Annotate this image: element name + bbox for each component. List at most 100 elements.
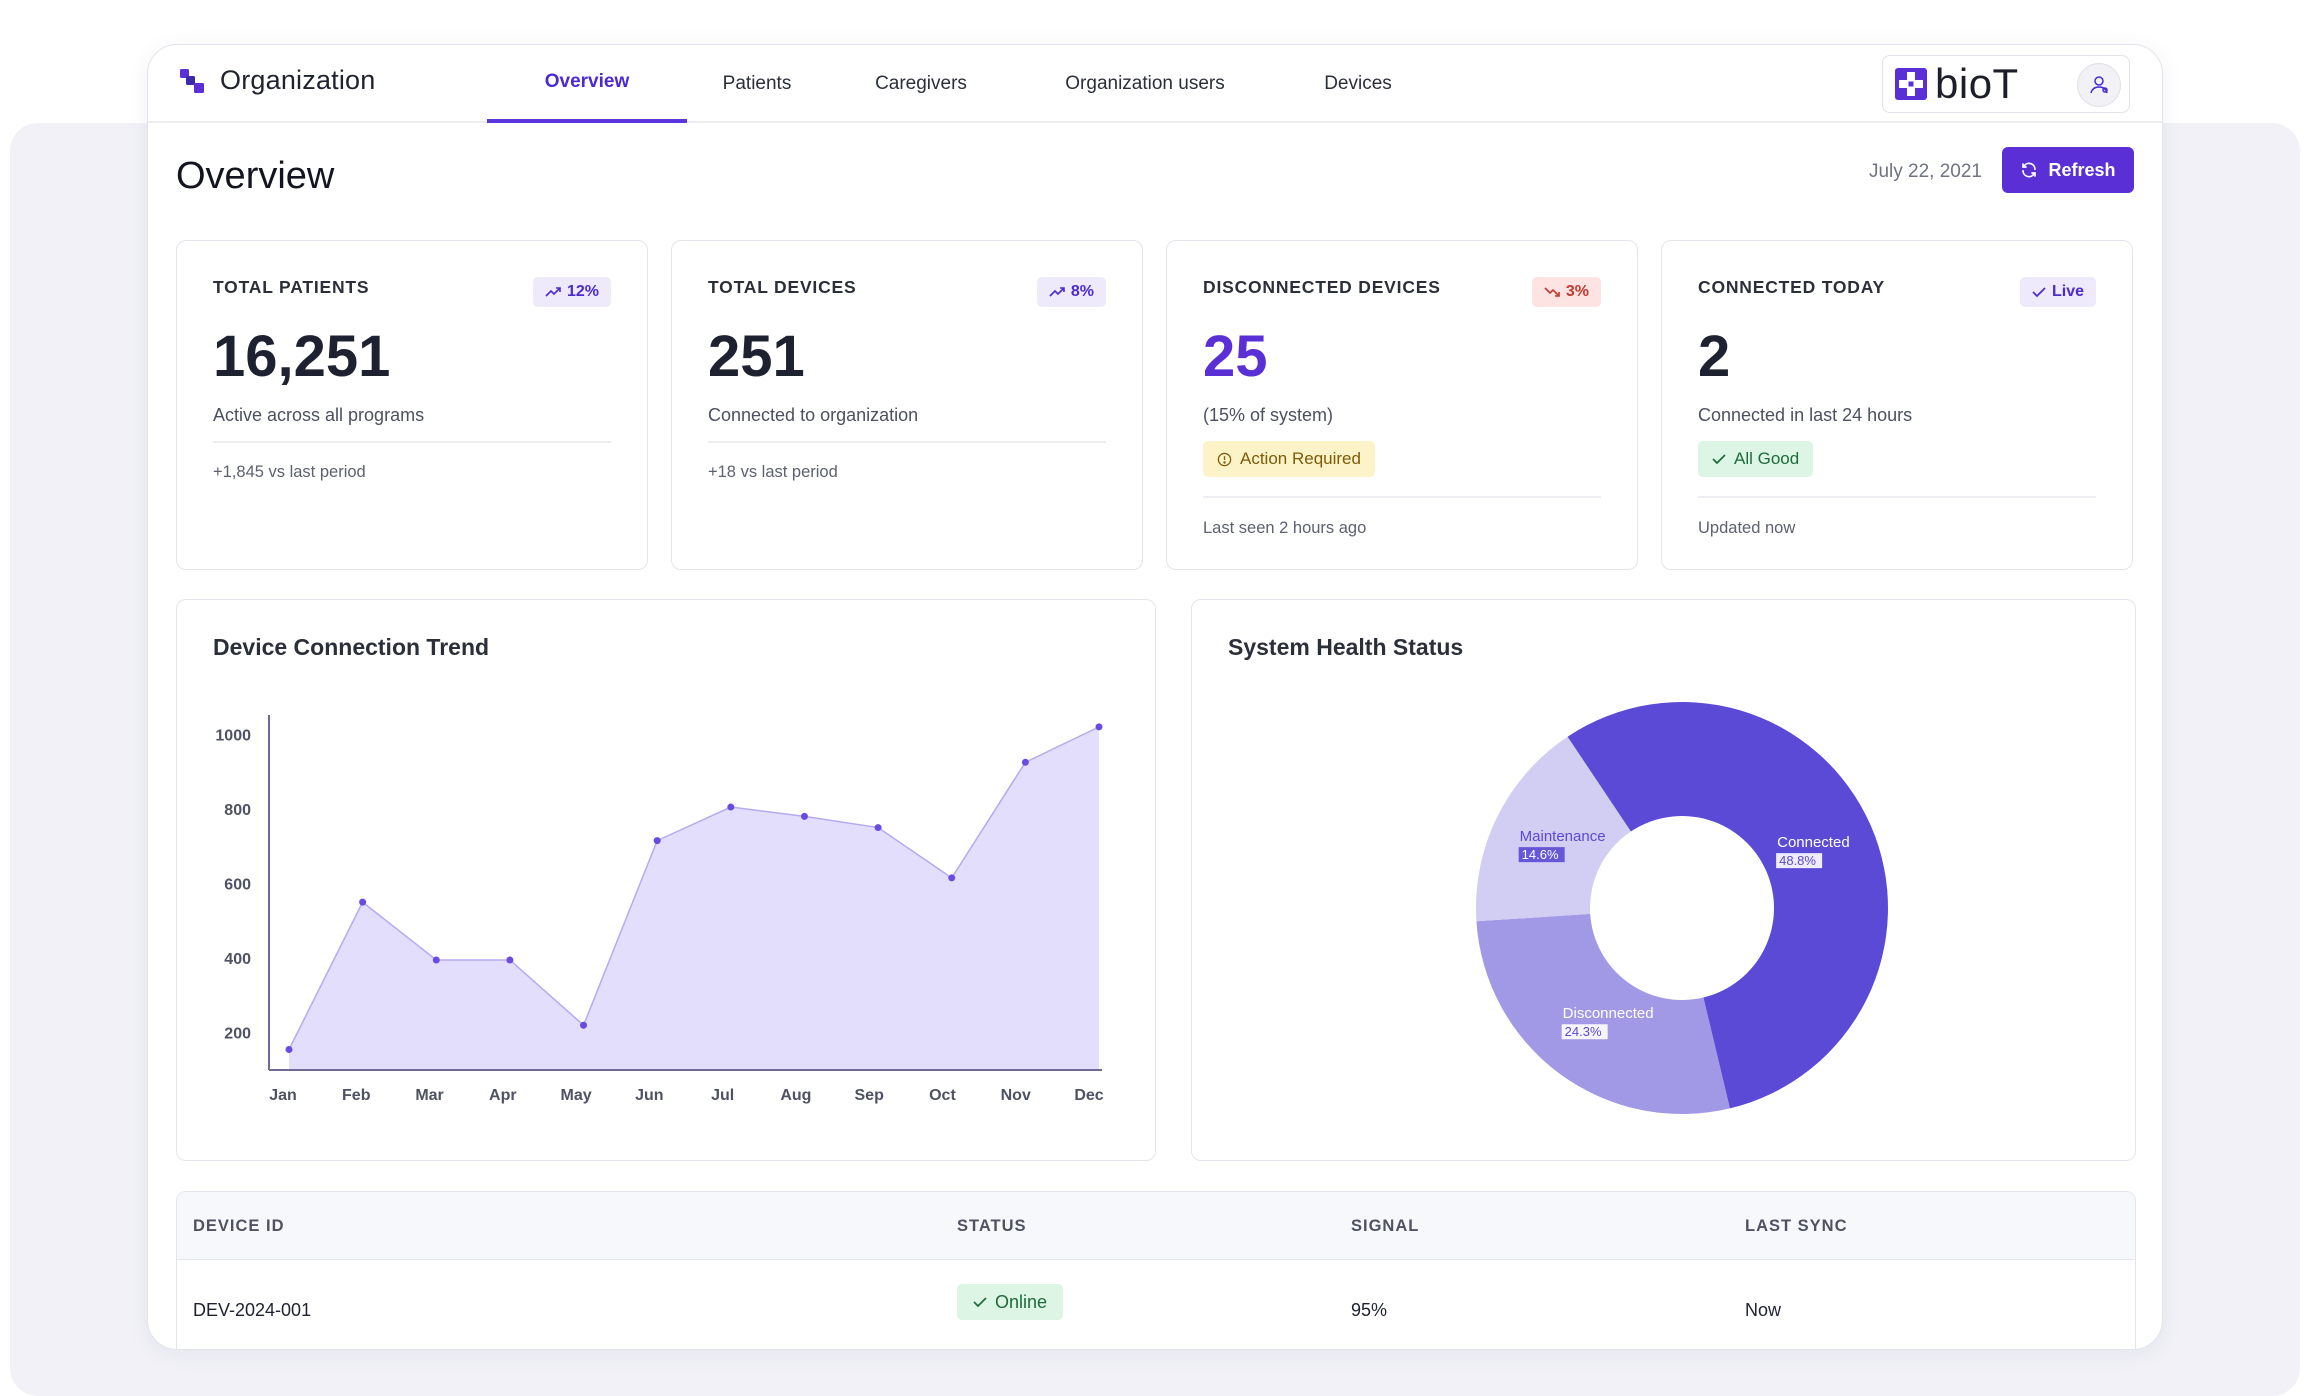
stat-footnote: +1,845 vs last period: [213, 463, 366, 481]
devices-table: DEVICE ID STATUS SIGNAL LAST SYNC DEV-20…: [176, 1191, 2136, 1349]
series-line: [288, 726, 1100, 1050]
data-point: [1021, 758, 1029, 766]
current-date: July 22, 2021: [1868, 161, 1982, 182]
y-tick-label: 200: [224, 1026, 251, 1043]
slice-percent: 14.6%: [1522, 847, 1559, 862]
stat-value: 16,251: [213, 324, 391, 389]
x-tick-label: Mar: [415, 1087, 443, 1104]
trend-up-icon: [545, 287, 561, 297]
stat-card-total-devices: TOTAL DEVICES 8% 251 Connected to organi…: [671, 240, 1143, 570]
x-tick-label: Nov: [1001, 1087, 1031, 1104]
info-circle-icon: [1217, 452, 1232, 466]
data-point: [727, 803, 735, 811]
x-tick-label: Sep: [855, 1087, 885, 1104]
stat-subtitle: (15% of system): [1203, 405, 1334, 425]
trend-down-icon: [1544, 287, 1560, 297]
tab-caregivers[interactable]: Caregivers: [875, 73, 967, 94]
trend-badge-value: 8%: [1070, 283, 1094, 300]
stat-label: TOTAL PATIENTS: [213, 277, 370, 297]
data-point: [506, 956, 514, 964]
slice-percent-bg: [1776, 853, 1823, 869]
user-avatar-button[interactable]: [2077, 63, 2121, 107]
stat-card-disconnected-devices: DISCONNECTED DEVICES 3% 25 (15% of syste…: [1166, 240, 1638, 570]
trend-up-icon: [1049, 287, 1065, 297]
device-id-cell: DEV-2024-001: [193, 1300, 312, 1320]
x-tick-label: Feb: [342, 1087, 371, 1104]
column-header-last-sync[interactable]: LAST SYNC: [1745, 1217, 1848, 1235]
trend-badge: 8%: [1036, 277, 1106, 307]
x-tick-label: Apr: [489, 1087, 517, 1104]
action-required-pill[interactable]: Action Required: [1203, 441, 1375, 477]
data-point: [948, 874, 956, 882]
brand-name: bioT: [1935, 60, 2019, 107]
stat-label: TOTAL DEVICES: [708, 277, 857, 297]
y-tick-label: 400: [224, 951, 251, 968]
y-tick-label: 600: [224, 877, 251, 894]
card-divider: [213, 441, 611, 443]
tab-patients[interactable]: Patients: [722, 73, 792, 94]
data-point: [800, 812, 808, 820]
system-health-donut-chart: Connected 48.8% Disconnected 24.3% Maintenan…: [1476, 702, 1888, 1114]
stat-card-total-patients: TOTAL PATIENTS 12% 16,251 Active across …: [176, 240, 648, 570]
tab-organization-users[interactable]: Organization users: [1065, 73, 1225, 94]
slice-percent-bg: [1561, 1024, 1608, 1040]
tab-devices[interactable]: Devices: [1324, 73, 1392, 94]
stat-value: 25: [1203, 324, 1268, 389]
signal-cell: 95%: [1351, 1300, 1388, 1320]
chart-title: Device Connection Trend: [213, 634, 490, 660]
last-sync-cell: Now: [1745, 1300, 1782, 1320]
data-point: [285, 1045, 293, 1053]
slice-percent: 48.8%: [1779, 853, 1816, 868]
column-header-device-id[interactable]: DEVICE ID: [193, 1217, 285, 1235]
organization-logo-icon: [180, 68, 204, 93]
column-header-signal[interactable]: SIGNAL: [1351, 1217, 1420, 1235]
x-tick-label: Jul: [711, 1087, 734, 1104]
data-point: [580, 1021, 588, 1029]
system-health-status-panel: System Health Status Connected 48.8% Disco…: [1191, 599, 2136, 1161]
x-tick-label: Dec: [1074, 1087, 1103, 1104]
slice-percent-bg: [1518, 847, 1565, 863]
slice-label: Maintenance: [1520, 828, 1606, 845]
data-point: [359, 898, 367, 906]
x-tick-label: May: [561, 1087, 592, 1104]
org-header[interactable]: Organization: [178, 65, 376, 96]
stat-footnote: Last seen 2 hours ago: [1203, 519, 1367, 537]
x-tick-label: Jun: [635, 1087, 663, 1104]
app-window: Organization Overview Patients Caregiver…: [147, 44, 2163, 1350]
stat-footnote: +18 vs last period: [708, 463, 838, 481]
slice-label: Connected: [1777, 834, 1850, 851]
pill-label: All Good: [1734, 449, 1800, 468]
status-label: Online: [995, 1291, 1048, 1312]
donut-slice-disconnected: [1476, 913, 1730, 1114]
device-connection-trend-chart: 200 400 600 800 1000 Jan Feb Mar Apr May Jun Jul Aug…: [215, 715, 1104, 1104]
tab-overview[interactable]: Overview: [487, 45, 687, 123]
donut-slice-connected: [1567, 702, 1888, 1109]
main-tabs: Overview Patients Caregivers Organizatio…: [487, 45, 1441, 123]
y-tick-label: 800: [224, 802, 251, 819]
stat-label: DISCONNECTED DEVICES: [1203, 277, 1441, 297]
trend-badge: 12%: [532, 277, 611, 307]
x-tick-label: Aug: [780, 1087, 811, 1104]
live-badge: Live: [2019, 277, 2096, 307]
card-divider: [1698, 496, 2096, 498]
refresh-button[interactable]: Refresh: [2002, 147, 2134, 193]
chart-title: System Health Status: [1228, 634, 1464, 660]
page-title: Overview: [176, 155, 335, 197]
user-network-icon: [2090, 76, 2108, 94]
data-point: [653, 837, 661, 845]
stat-value: 251: [708, 324, 805, 389]
biot-logo-icon: [1895, 68, 1927, 100]
org-title: Organization: [220, 65, 376, 95]
live-badge-label: Live: [2051, 283, 2084, 300]
donut-slice-maintenance: [1476, 736, 1631, 922]
card-divider: [708, 441, 1106, 443]
trend-badge-value: 3%: [1565, 283, 1589, 300]
stat-subtitle: Active across all programs: [213, 405, 425, 425]
card-divider: [1203, 496, 1601, 498]
trend-badge: 3%: [1531, 277, 1601, 307]
stat-value: 2: [1698, 324, 1731, 389]
refresh-icon: [2022, 162, 2037, 178]
stat-card-connected-today: CONNECTED TODAY Live 2 Connected in last…: [1661, 240, 2133, 570]
device-connection-trend-panel: Device Connection Trend 200 400 600 800 1000…: [176, 599, 1156, 1161]
column-header-status[interactable]: STATUS: [957, 1217, 1027, 1235]
